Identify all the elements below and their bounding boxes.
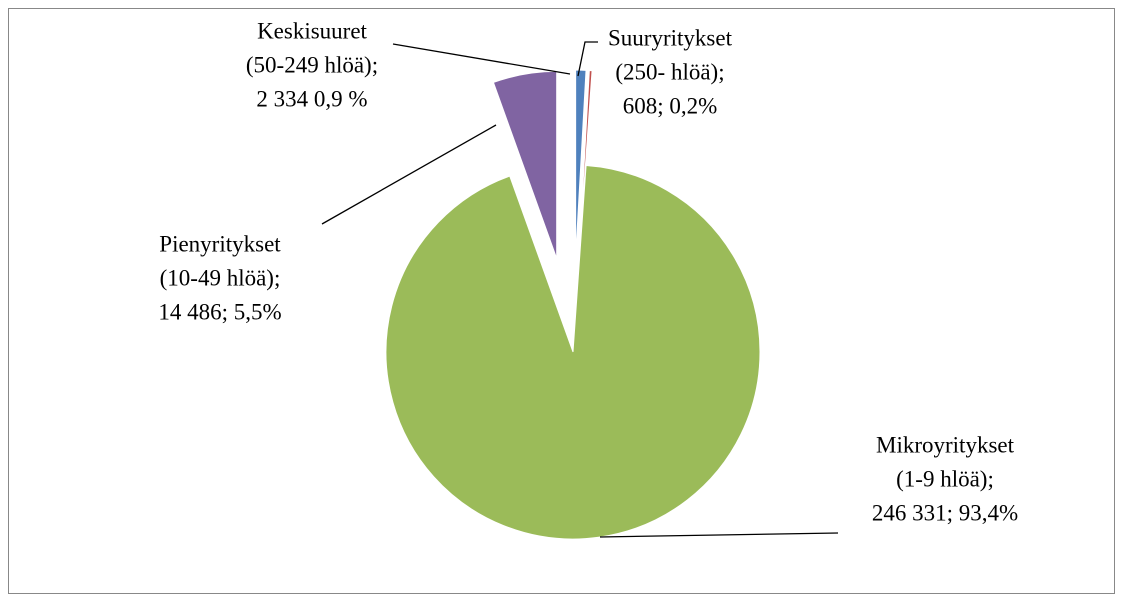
pie-slice (385, 164, 761, 540)
leader-line (392, 43, 571, 75)
pie-slice (578, 69, 593, 258)
slice-group: (10-49 hlöä); (160, 265, 281, 290)
pie-slice (575, 69, 587, 258)
leader-line (321, 124, 497, 225)
slice-group: (50-249 hlöä); (246, 52, 378, 77)
slice-name: Pienyritykset (159, 231, 281, 256)
slice-name: Mikroyritykset (876, 432, 1015, 457)
leader-line (577, 41, 598, 77)
slice-group: (250- hlöä); (615, 59, 724, 84)
slice-name: Suuryritykset (608, 25, 733, 50)
slice-value-label: 2 334 0,9 % (256, 86, 367, 111)
slice-value-label: 246 331; 93,4% (872, 500, 1018, 525)
leader-line (599, 532, 839, 538)
slice-value-label: 608; 0,2% (623, 93, 718, 118)
slice-name: Keskisuuret (257, 18, 367, 43)
slice-group: (1-9 hlöä); (896, 466, 994, 491)
slice-value-label: 14 486; 5,5% (158, 299, 281, 324)
